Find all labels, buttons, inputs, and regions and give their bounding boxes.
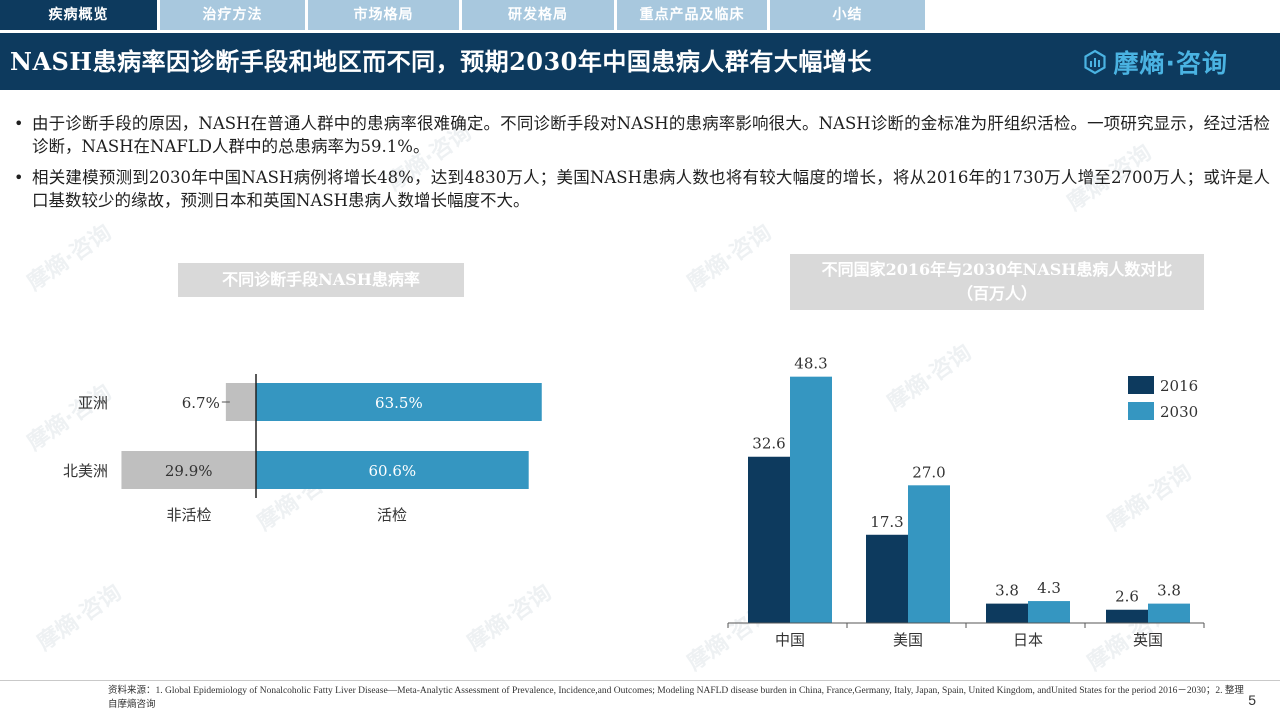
series-label-biopsy: 活检	[377, 506, 407, 524]
chart-country-comparison: 32.6 48.3 中国 17.3 27.0 美国 3.8 4.3 日本 2.6 3.8 英国 2016…	[727, 355, 1205, 649]
bar-biopsy	[256, 383, 542, 421]
bullet-item: 相关建模预测到2030年中国NASH病例将增长48%，达到4830万人；美国NA…	[14, 166, 1270, 212]
data-label: 3.8	[1157, 582, 1181, 600]
bar-2030	[1148, 603, 1190, 623]
tab-key-products[interactable]: 重点产品及临床	[617, 0, 767, 30]
page-number: 5	[1248, 692, 1256, 708]
page-title: NASH患病率因诊断手段和地区而不同，预期2030年中国患病人群有大幅增长	[10, 47, 872, 76]
data-label: 2.6	[1115, 588, 1139, 606]
category-label: 日本	[1013, 631, 1043, 649]
chart-title-country: 不同国家2016年与2030年NASH患病人数对比 （百万人）	[790, 254, 1204, 310]
data-label: 48.3	[794, 355, 827, 373]
bar-2030	[908, 485, 950, 623]
series-label-non-biopsy: 非活检	[166, 506, 211, 524]
tab-treatment[interactable]: 治疗方法	[160, 0, 305, 30]
legend-swatch	[1128, 402, 1154, 420]
bar-2030	[790, 376, 832, 623]
chart-title-country-unit: （百万人）	[956, 284, 1037, 303]
tab-summary[interactable]: 小结	[770, 0, 925, 30]
bar-non-biopsy	[121, 451, 256, 489]
footer-divider	[0, 680, 1280, 681]
category-label: 亚洲	[78, 394, 108, 412]
legend-swatch	[1128, 376, 1154, 394]
data-label: 17.3	[870, 513, 903, 531]
watermark: 摩熵·咨询	[22, 220, 117, 296]
footer-source: 资料来源：1. Global Epidemiology of Nonalcoho…	[108, 686, 1244, 710]
bar-2030	[1028, 601, 1070, 623]
category-label: 美国	[893, 631, 923, 649]
bar-biopsy	[256, 451, 529, 489]
chart-diagnosis-prevalence: 亚洲 6.7% 63.5% 北美洲 29.9% 60.6% 非活检 活检	[63, 374, 542, 524]
data-label: 3.8	[995, 582, 1019, 600]
data-label: 29.9%	[165, 462, 213, 480]
data-label: 60.6%	[369, 462, 417, 480]
data-label: 63.5%	[375, 394, 423, 412]
tab-disease-overview[interactable]: 疾病概览	[0, 0, 157, 30]
chart-title-diagnosis: 不同诊断手段NASH患病率	[178, 263, 464, 297]
title-bar: NASH患病率因诊断手段和地区而不同，预期2030年中国患病人群有大幅增长 摩熵…	[0, 33, 1280, 90]
bar-2016	[1106, 609, 1148, 623]
category-label: 中国	[775, 631, 805, 649]
bullet-item: 由于诊断手段的原因，NASH在普通人群中的患病率很难确定。不同诊断手段对NASH…	[14, 112, 1270, 158]
data-label: 4.3	[1037, 579, 1061, 597]
bar-2016	[986, 603, 1028, 623]
bullet-list: 由于诊断手段的原因，NASH在普通人群中的患病率很难确定。不同诊断手段对NASH…	[14, 112, 1270, 220]
legend-label: 2016	[1160, 377, 1198, 395]
tab-rnd[interactable]: 研发格局	[462, 0, 614, 30]
brand-mark-icon	[1083, 49, 1106, 74]
tab-market[interactable]: 市场格局	[308, 0, 459, 30]
top-nav: 疾病概览 治疗方法 市场格局 研发格局 重点产品及临床 小结	[0, 0, 1280, 30]
chart-title-country-main: 不同国家2016年与2030年NASH患病人数对比	[821, 260, 1173, 279]
bar-2016	[748, 456, 790, 623]
bar-non-biopsy	[225, 383, 256, 421]
watermark: 摩熵·咨询	[682, 220, 777, 296]
data-label: 32.6	[752, 435, 785, 453]
bar-2016	[866, 534, 908, 623]
data-label: 6.7%	[182, 394, 220, 412]
category-label: 英国	[1133, 631, 1163, 649]
watermark: 摩熵·咨询	[462, 580, 557, 656]
watermark: 摩熵·咨询	[32, 580, 127, 656]
category-label: 北美洲	[63, 462, 108, 480]
brand-logo: 摩熵·咨询	[1082, 33, 1229, 90]
data-label: 27.0	[912, 463, 945, 481]
legend-label: 2030	[1160, 403, 1198, 421]
brand-name: 摩熵·咨询	[1113, 48, 1228, 78]
